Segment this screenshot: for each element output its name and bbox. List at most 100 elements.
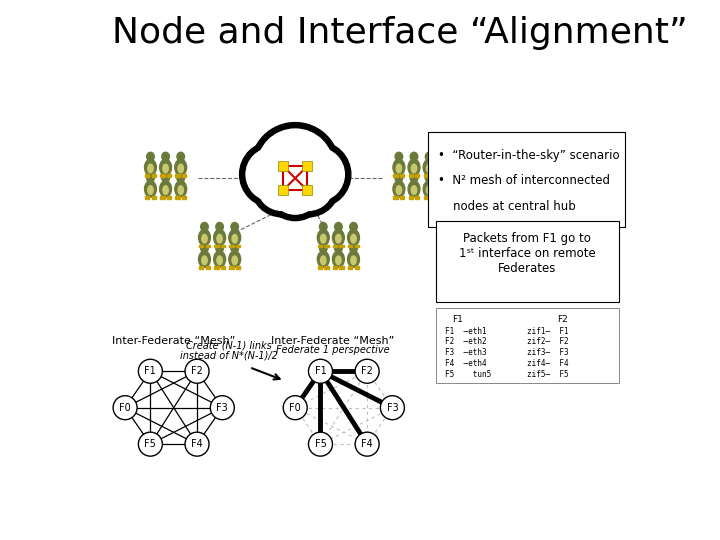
Ellipse shape [232, 256, 238, 265]
Ellipse shape [426, 174, 433, 183]
Circle shape [284, 161, 333, 210]
Text: F1: F1 [452, 315, 463, 324]
Text: Inter-Federate “Mesh”: Inter-Federate “Mesh” [271, 335, 395, 346]
Text: •  N² mesh of interconnected: • N² mesh of interconnected [438, 174, 611, 187]
Bar [431, 174, 435, 177]
Bar [160, 174, 164, 177]
Ellipse shape [318, 251, 329, 267]
Ellipse shape [162, 174, 169, 183]
Text: F5: F5 [145, 439, 156, 449]
Bar [206, 245, 210, 247]
Ellipse shape [216, 244, 223, 253]
Ellipse shape [396, 164, 402, 173]
Circle shape [258, 161, 307, 210]
Text: F4: F4 [191, 439, 203, 449]
Ellipse shape [355, 359, 379, 383]
Ellipse shape [423, 181, 435, 197]
Ellipse shape [202, 234, 207, 243]
Bar [302, 161, 312, 171]
Bar [167, 196, 171, 199]
Ellipse shape [395, 174, 402, 183]
Bar [324, 266, 328, 269]
Ellipse shape [395, 152, 402, 161]
Circle shape [277, 154, 340, 217]
Ellipse shape [320, 244, 327, 253]
Bar [340, 245, 344, 247]
Ellipse shape [333, 251, 344, 267]
Text: zif4—  F4: zif4— F4 [528, 359, 569, 368]
Ellipse shape [229, 251, 240, 267]
FancyBboxPatch shape [436, 221, 619, 302]
Ellipse shape [178, 186, 184, 194]
Ellipse shape [216, 222, 223, 231]
Ellipse shape [426, 164, 432, 173]
Ellipse shape [283, 396, 307, 420]
Ellipse shape [380, 396, 405, 420]
Ellipse shape [423, 159, 435, 176]
Bar [215, 266, 219, 269]
Ellipse shape [138, 359, 163, 383]
Circle shape [285, 141, 351, 207]
Bar [324, 245, 328, 247]
Ellipse shape [410, 152, 418, 161]
Text: F4: F4 [361, 439, 373, 449]
Text: instead of N*(N-1)/2: instead of N*(N-1)/2 [181, 350, 278, 360]
Ellipse shape [351, 256, 356, 265]
Ellipse shape [231, 222, 238, 231]
Bar [145, 174, 150, 177]
Ellipse shape [348, 251, 359, 267]
Bar [415, 174, 419, 177]
Ellipse shape [201, 244, 208, 253]
Text: F0: F0 [289, 403, 301, 413]
Text: •  “Router-in-the-sky” scenario: • “Router-in-the-sky” scenario [438, 148, 620, 161]
Circle shape [246, 148, 299, 201]
Ellipse shape [175, 181, 186, 197]
Ellipse shape [232, 234, 238, 243]
Ellipse shape [113, 396, 137, 420]
Text: F3: F3 [387, 403, 398, 413]
Bar [199, 266, 203, 269]
Ellipse shape [160, 159, 171, 176]
Text: Create (N-1) links: Create (N-1) links [186, 341, 272, 351]
Bar [181, 174, 186, 177]
Ellipse shape [138, 432, 163, 456]
Ellipse shape [320, 234, 326, 243]
Ellipse shape [160, 181, 171, 197]
Bar [152, 196, 156, 199]
Ellipse shape [336, 234, 341, 243]
Text: F1  —eth1: F1 —eth1 [445, 327, 487, 336]
Bar [167, 174, 171, 177]
Ellipse shape [162, 152, 169, 161]
Ellipse shape [163, 164, 168, 173]
Ellipse shape [199, 251, 210, 267]
Bar [340, 266, 344, 269]
Bar [206, 266, 210, 269]
Bar [229, 266, 233, 269]
Ellipse shape [185, 432, 209, 456]
Circle shape [258, 129, 333, 205]
Text: Inter-Federate “Mesh”: Inter-Federate “Mesh” [112, 335, 235, 346]
Ellipse shape [393, 159, 405, 176]
Ellipse shape [229, 230, 240, 246]
Ellipse shape [308, 359, 333, 383]
Bar [318, 266, 323, 269]
Bar [220, 245, 225, 247]
Ellipse shape [175, 159, 186, 176]
Ellipse shape [408, 159, 420, 176]
Ellipse shape [318, 230, 329, 246]
Ellipse shape [426, 186, 432, 194]
Text: F5: F5 [315, 439, 326, 449]
Text: zif2—  F2: zif2— F2 [528, 338, 569, 347]
Ellipse shape [320, 256, 326, 265]
Text: F1: F1 [145, 366, 156, 376]
Text: F3  —eth3: F3 —eth3 [445, 348, 487, 357]
Ellipse shape [148, 186, 153, 194]
Ellipse shape [320, 222, 327, 231]
Bar [400, 174, 405, 177]
Ellipse shape [426, 152, 433, 161]
Bar [302, 185, 312, 195]
Ellipse shape [408, 181, 420, 197]
Bar [176, 174, 180, 177]
Text: Federate 1 perspective: Federate 1 perspective [276, 345, 390, 355]
FancyBboxPatch shape [436, 308, 619, 383]
